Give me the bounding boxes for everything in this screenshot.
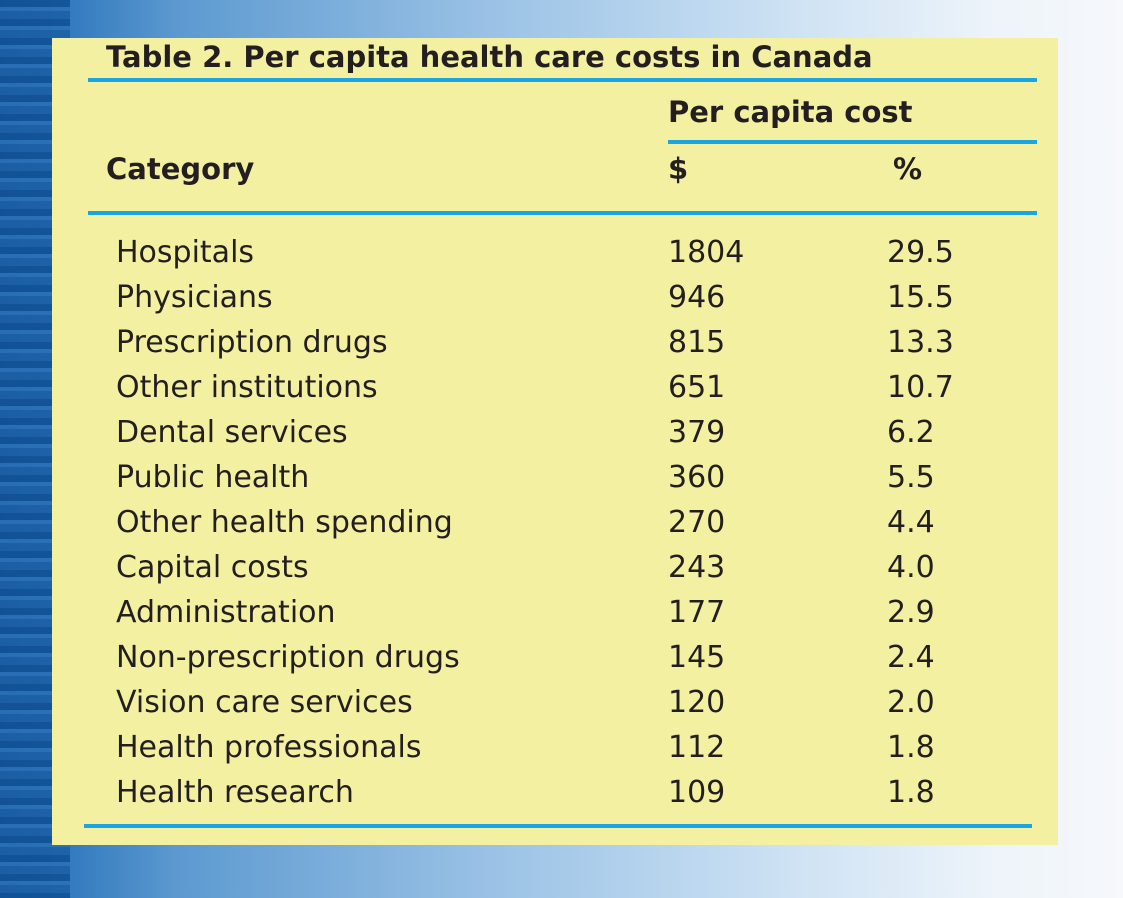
category-cell: Physicians — [116, 280, 273, 315]
group-rule — [668, 140, 1037, 144]
percent-cell: 13.3 — [887, 325, 954, 360]
dollars-cell: 379 — [668, 415, 726, 450]
category-cell: Vision care services — [116, 685, 413, 720]
category-cell: Capital costs — [116, 550, 309, 585]
category-cell: Non-prescription drugs — [116, 640, 460, 675]
percent-cell: 15.5 — [887, 280, 954, 315]
category-cell: Health research — [116, 775, 354, 810]
percent-cell: 5.5 — [887, 460, 935, 495]
dollars-cell: 243 — [668, 550, 726, 585]
dollars-cell: 946 — [668, 280, 726, 315]
dollars-cell: 145 — [668, 640, 726, 675]
table-title: Table 2. Per capita health care costs in… — [106, 40, 873, 74]
top-rule — [88, 78, 1037, 82]
percent-cell: 2.0 — [887, 685, 935, 720]
bottom-rule — [84, 824, 1032, 828]
percent-cell: 2.9 — [887, 595, 935, 630]
column-header-category: Category — [106, 152, 255, 186]
category-cell: Public health — [116, 460, 310, 495]
dollars-cell: 270 — [668, 505, 726, 540]
column-header-dollars: $ — [668, 152, 689, 186]
percent-cell: 1.8 — [887, 730, 935, 765]
percent-cell: 4.0 — [887, 550, 935, 585]
percent-cell: 6.2 — [887, 415, 935, 450]
category-cell: Administration — [116, 595, 336, 630]
percent-cell: 2.4 — [887, 640, 935, 675]
percent-cell: 29.5 — [887, 235, 954, 270]
dollars-cell: 360 — [668, 460, 726, 495]
category-cell: Hospitals — [116, 235, 255, 270]
percent-cell: 1.8 — [887, 775, 935, 810]
table-panel — [52, 38, 1058, 845]
dollars-cell: 177 — [668, 595, 726, 630]
header-rule — [88, 211, 1037, 215]
percent-cell: 4.4 — [887, 505, 935, 540]
category-cell: Prescription drugs — [116, 325, 388, 360]
percent-cell: 10.7 — [887, 370, 954, 405]
dollars-cell: 1804 — [668, 235, 745, 270]
dollars-cell: 651 — [668, 370, 726, 405]
dollars-cell: 120 — [668, 685, 726, 720]
group-header: Per capita cost — [668, 95, 913, 129]
category-cell: Other health spending — [116, 505, 453, 540]
dollars-cell: 112 — [668, 730, 726, 765]
category-cell: Health professionals — [116, 730, 422, 765]
category-cell: Dental services — [116, 415, 348, 450]
dollars-cell: 109 — [668, 775, 726, 810]
category-cell: Other institutions — [116, 370, 378, 405]
dollars-cell: 815 — [668, 325, 726, 360]
column-header-percent: % — [893, 152, 923, 186]
